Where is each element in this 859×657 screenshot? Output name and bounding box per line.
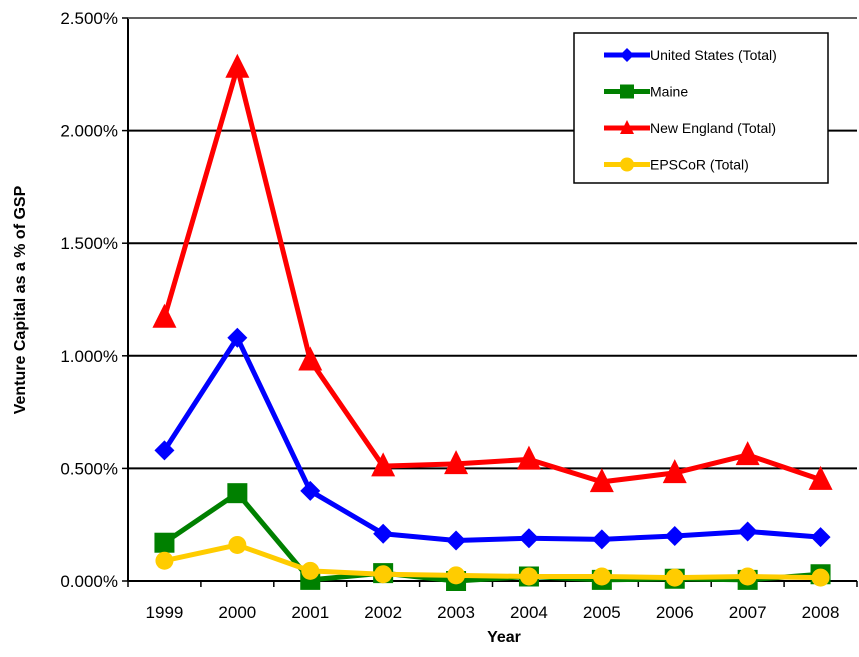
data-point <box>592 567 611 586</box>
legend-marker <box>620 157 634 172</box>
legend-label: United States (Total) <box>650 47 777 63</box>
data-point <box>447 566 466 585</box>
legend-marker <box>620 119 634 134</box>
data-point <box>446 530 467 551</box>
y-tick-label: 2.000% <box>60 122 118 141</box>
data-point <box>735 441 760 466</box>
legend-label: New England (Total) <box>650 120 776 136</box>
y-tick-label: 1.000% <box>60 347 118 366</box>
data-point <box>227 483 248 504</box>
data-point <box>516 445 541 470</box>
legend-label: Maine <box>650 84 688 100</box>
data-point <box>155 551 174 570</box>
legend-marker <box>620 84 634 99</box>
y-tick-label: 2.500% <box>60 9 118 28</box>
data-point <box>154 440 175 461</box>
y-tick-label: 1.500% <box>60 234 118 253</box>
data-point <box>591 529 612 550</box>
series-line <box>162 335 821 543</box>
y-tick-label: 0.000% <box>60 572 118 591</box>
y-axis-title: Venture Capital as a % of GSP <box>12 185 29 414</box>
series-new-england-total <box>152 53 833 493</box>
data-point <box>810 527 831 548</box>
legend-item: EPSCoR (Total) <box>604 157 749 173</box>
data-point <box>300 480 321 501</box>
x-tick-label: 2004 <box>510 603 548 622</box>
data-point <box>811 568 830 587</box>
series-line <box>162 65 822 485</box>
x-tick-label: 2007 <box>729 603 767 622</box>
data-point <box>374 565 393 584</box>
series-united-states-total <box>154 327 831 551</box>
data-point <box>228 535 247 554</box>
data-point <box>371 452 396 477</box>
x-tick-label: 2002 <box>364 603 402 622</box>
series-epscor-total <box>155 535 830 587</box>
data-point <box>665 568 684 587</box>
x-tick-label: 2006 <box>656 603 694 622</box>
data-point <box>154 532 175 553</box>
x-tick-label: 1999 <box>146 603 184 622</box>
data-point <box>808 465 833 490</box>
series-line <box>163 542 821 581</box>
data-point <box>227 327 248 348</box>
legend-marker <box>620 48 634 62</box>
data-point <box>301 561 320 580</box>
y-tick-label: 0.500% <box>60 459 118 478</box>
data-point <box>373 523 394 544</box>
data-point <box>519 567 538 586</box>
data-point <box>444 450 469 475</box>
data-point <box>662 459 687 484</box>
data-point <box>225 53 250 78</box>
x-tick-label: 2001 <box>291 603 329 622</box>
legend-label: EPSCoR (Total) <box>650 157 749 173</box>
x-tick-label: 2005 <box>583 603 621 622</box>
series-layer <box>152 53 833 591</box>
legend-item: Maine <box>604 84 688 100</box>
legend: United States (Total) Maine New England (T… <box>573 32 829 184</box>
legend-item: New England (Total) <box>604 119 776 136</box>
data-point <box>518 528 539 549</box>
x-tick-label: 2000 <box>218 603 256 622</box>
data-point <box>664 525 685 546</box>
tick-labels: 0.000% 0.500% 1.000% 1.500% 2.000% 2.500% 1999… <box>60 9 839 622</box>
x-tick-label: 2003 <box>437 603 475 622</box>
data-point <box>589 468 614 493</box>
data-point <box>737 521 758 542</box>
legend-box <box>573 32 829 184</box>
x-axis-title: Year <box>487 629 521 646</box>
legend-item: United States (Total) <box>604 47 777 63</box>
data-point <box>738 567 757 586</box>
x-tick-label: 2008 <box>802 603 840 622</box>
data-point <box>298 346 323 371</box>
data-point <box>152 303 177 328</box>
